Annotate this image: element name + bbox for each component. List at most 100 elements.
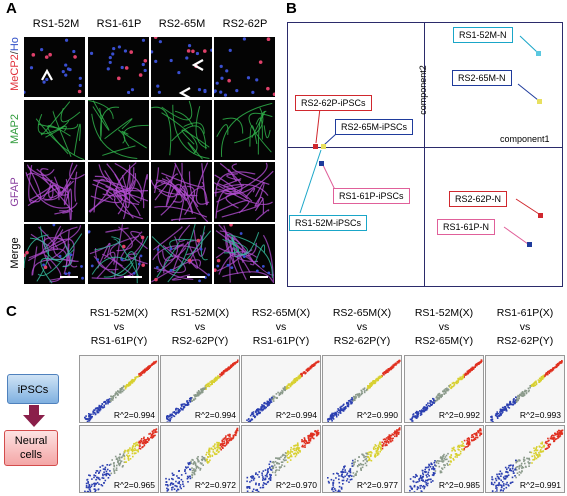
scatter-plot-ipsc: R^2=0.994 — [241, 355, 321, 423]
micrograph-gfap-rs1-61p — [88, 162, 149, 222]
connector-rs2-62p-n — [515, 198, 540, 215]
pca-label-rs1-52m-ipscs: RS1-52M-iPSCs — [289, 215, 368, 231]
comparison-header-vs: vs — [438, 321, 450, 333]
comparison-header-vs: vs — [519, 321, 531, 333]
scale-bar — [124, 276, 142, 278]
scale-bar — [250, 276, 268, 278]
connector-rs2-62p-ipscs — [315, 107, 321, 144]
micrograph-gfap-rs2-65m — [151, 162, 212, 222]
micrograph-mecp2-rs1-52m — [24, 37, 85, 97]
comparison-header: RS1-52M(X) vs RS1-61P(Y) — [79, 306, 159, 348]
scatter-plot-neural: R^2=0.972 — [160, 425, 240, 493]
comparison-header-y: RS2-62P(Y) — [496, 335, 554, 347]
comparison-header-y: RS1-61P(Y) — [252, 335, 310, 347]
row-label-neural-cells: Neural cells — [4, 430, 58, 466]
row-label-neural-line2: cells — [19, 449, 42, 461]
comparison-header: RS1-52M(X) vs RS2-62P(Y) — [160, 306, 240, 348]
panel-a-letter: A — [6, 0, 17, 17]
connector-rs1-52m-n — [519, 35, 538, 53]
connector-rs1-61p-n — [503, 226, 529, 245]
scatter-plot-ipsc: R^2=0.992 — [404, 355, 484, 423]
comparison-header-vs: vs — [356, 321, 368, 333]
pca-horizontal-axis — [287, 147, 563, 148]
r-squared-label: R^2=0.992 — [438, 410, 480, 420]
scatter-plot-ipsc: R^2=0.990 — [322, 355, 402, 423]
comparison-header-y: RS1-61P(Y) — [90, 335, 148, 347]
comparison-header: RS2-65M(X) vs RS1-61P(Y) — [241, 306, 321, 348]
micrograph-map2-rs1-61p — [88, 100, 149, 160]
scatter-plot-ipsc: R^2=0.993 — [485, 355, 565, 423]
connector-rs2-65m-n — [517, 83, 539, 101]
pca-point-rs2-62p-ipscs — [313, 144, 318, 149]
micrograph-mecp2-rs1-61p — [88, 37, 149, 97]
column-label-rs2-62p: RS2-62P — [222, 18, 268, 30]
micrograph-mecp2-rs2-62p — [214, 37, 275, 97]
column-label-rs1-61p: RS1-61P — [96, 18, 142, 30]
micrograph-merge-rs1-61p — [88, 224, 149, 284]
r-squared-label: R^2=0.993 — [519, 410, 561, 420]
micrograph-gfap-rs1-52m — [24, 162, 85, 222]
micrograph-map2-rs2-62p — [214, 100, 275, 160]
comparison-header-vs: vs — [194, 321, 206, 333]
pca-label-rs2-65m-n: RS2-65M-N — [452, 70, 512, 86]
pca-point-rs1-52m-n — [536, 51, 541, 56]
micrograph-map2-rs1-52m — [24, 100, 85, 160]
comparison-header-x: RS2-65M(X) — [251, 307, 311, 319]
pca-label-rs2-62p-ipscs: RS2-62P-iPSCs — [295, 95, 372, 111]
scale-bar — [60, 276, 78, 278]
comparison-header-y: RS2-62P(Y) — [171, 335, 229, 347]
r-squared-label: R^2=0.990 — [356, 410, 398, 420]
scatter-plot-neural: R^2=0.985 — [404, 425, 484, 493]
pca-vertical-axis — [424, 22, 425, 287]
micrograph-gfap-rs2-62p — [214, 162, 275, 222]
r-squared-label: R^2=0.977 — [356, 480, 398, 490]
r-squared-label: R^2=0.991 — [519, 480, 561, 490]
r-squared-label: R^2=0.965 — [113, 480, 155, 490]
scatter-plot-ipsc: R^2=0.994 — [79, 355, 159, 423]
r-squared-label: R^2=0.994 — [275, 410, 317, 420]
comparison-header-x: RS1-52M(X) — [414, 307, 474, 319]
row-label-ipscs: iPSCs — [7, 374, 59, 404]
scatter-plot-neural: R^2=0.970 — [241, 425, 321, 493]
pca-label-rs1-61p-n: RS1-61P-N — [437, 219, 496, 235]
comparison-header-x: RS1-52M(X) — [170, 307, 230, 319]
r-squared-label: R^2=0.970 — [275, 480, 317, 490]
micrograph-merge-rs2-62p — [214, 224, 275, 284]
scatter-plot-neural: R^2=0.965 — [79, 425, 159, 493]
comparison-header: RS1-52M(X) vs RS2-65M(Y) — [404, 306, 484, 348]
comparison-header: RS1-61P(X) vs RS2-62P(Y) — [485, 306, 565, 348]
r-squared-label: R^2=0.994 — [113, 410, 155, 420]
panel-b-letter: B — [286, 0, 297, 17]
connector-rs1-52m-ipscs — [299, 149, 322, 214]
column-label-rs1-52m: RS1-52M — [32, 18, 80, 30]
comparison-header-vs: vs — [275, 321, 287, 333]
scatter-plot-neural: R^2=0.991 — [485, 425, 565, 493]
pca-point-rs1-61p-n — [527, 242, 532, 247]
pca-axis-label-component1: component1 — [500, 134, 550, 144]
pca-point-rs1-61p-ipscs — [319, 161, 324, 166]
micrograph-mecp2-rs2-65m — [151, 37, 212, 97]
arrowhead-icon — [191, 59, 204, 71]
micrograph-merge-rs2-65m — [151, 224, 212, 284]
arrowhead-icon — [178, 87, 191, 99]
pca-label-rs2-62p-n: RS2-62P-N — [449, 191, 508, 207]
micrograph-merge-rs1-52m — [24, 224, 85, 284]
arrowhead-icon — [41, 68, 53, 81]
comparison-header: RS2-65M(X) vs RS2-62P(Y) — [322, 306, 402, 348]
comparison-header-y: RS2-62P(Y) — [333, 335, 391, 347]
pca-plot-frame — [287, 22, 563, 287]
micrograph-map2-rs2-65m — [151, 100, 212, 160]
scatter-plot-ipsc: R^2=0.994 — [160, 355, 240, 423]
connector-rs2-65m-ipscs — [323, 133, 337, 146]
pca-point-rs2-65m-n — [537, 99, 542, 104]
r-squared-label: R^2=0.994 — [194, 410, 236, 420]
panel-c-letter: C — [6, 303, 17, 320]
down-arrow-icon — [23, 405, 45, 427]
comparison-header-x: RS1-52M(X) — [89, 307, 149, 319]
pca-label-rs1-61p-ipscs: RS1-61P-iPSCs — [333, 188, 410, 204]
comparison-header-vs: vs — [113, 321, 125, 333]
comparison-header-x: RS1-61P(X) — [496, 307, 554, 319]
r-squared-label: R^2=0.972 — [194, 480, 236, 490]
scatter-plot-neural: R^2=0.977 — [322, 425, 402, 493]
pca-label-rs1-52m-n: RS1-52M-N — [453, 27, 513, 43]
